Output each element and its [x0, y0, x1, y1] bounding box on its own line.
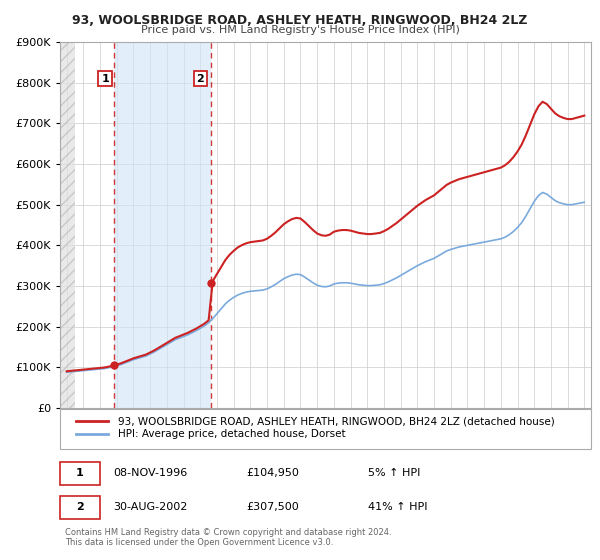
- Text: 93, WOOLSBRIDGE ROAD, ASHLEY HEATH, RINGWOOD, BH24 2LZ (detached house): 93, WOOLSBRIDGE ROAD, ASHLEY HEATH, RING…: [118, 417, 555, 426]
- Text: 1: 1: [101, 73, 109, 83]
- FancyBboxPatch shape: [60, 496, 100, 519]
- Text: HPI: Average price, detached house, Dorset: HPI: Average price, detached house, Dors…: [118, 429, 346, 439]
- Text: 93, WOOLSBRIDGE ROAD, ASHLEY HEATH, RINGWOOD, BH24 2LZ: 93, WOOLSBRIDGE ROAD, ASHLEY HEATH, RING…: [72, 14, 528, 27]
- Text: £104,950: £104,950: [246, 469, 299, 478]
- FancyBboxPatch shape: [60, 409, 591, 449]
- Text: 2: 2: [196, 73, 204, 83]
- Text: 2: 2: [76, 502, 84, 512]
- FancyBboxPatch shape: [60, 462, 100, 485]
- Text: 5% ↑ HPI: 5% ↑ HPI: [368, 469, 421, 478]
- Text: Contains HM Land Registry data © Crown copyright and database right 2024.
This d: Contains HM Land Registry data © Crown c…: [65, 528, 392, 547]
- Text: 41% ↑ HPI: 41% ↑ HPI: [368, 502, 427, 512]
- Text: 1: 1: [76, 469, 84, 478]
- Text: 30-AUG-2002: 30-AUG-2002: [113, 502, 187, 512]
- Text: Price paid vs. HM Land Registry's House Price Index (HPI): Price paid vs. HM Land Registry's House …: [140, 25, 460, 35]
- Bar: [114, 42, 211, 408]
- Text: £307,500: £307,500: [246, 502, 299, 512]
- Text: 08-NOV-1996: 08-NOV-1996: [113, 469, 187, 478]
- Bar: [60, 42, 75, 408]
